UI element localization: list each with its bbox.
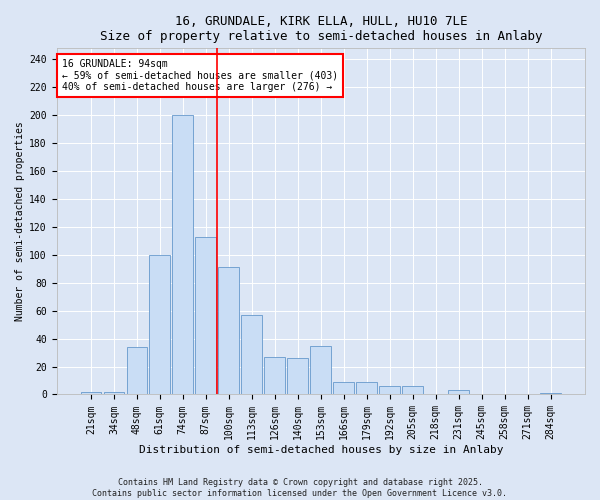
Bar — [218, 268, 239, 394]
Text: Contains HM Land Registry data © Crown copyright and database right 2025.
Contai: Contains HM Land Registry data © Crown c… — [92, 478, 508, 498]
Bar — [196, 237, 216, 394]
Bar — [241, 315, 262, 394]
Bar — [104, 392, 124, 394]
Y-axis label: Number of semi-detached properties: Number of semi-detached properties — [15, 122, 25, 322]
Bar — [149, 255, 170, 394]
Bar — [448, 390, 469, 394]
X-axis label: Distribution of semi-detached houses by size in Anlaby: Distribution of semi-detached houses by … — [139, 445, 503, 455]
Bar — [80, 392, 101, 394]
Bar — [403, 386, 423, 394]
Bar — [334, 382, 354, 394]
Bar — [356, 382, 377, 394]
Bar — [287, 358, 308, 395]
Text: 16 GRUNDALE: 94sqm
← 59% of semi-detached houses are smaller (403)
40% of semi-d: 16 GRUNDALE: 94sqm ← 59% of semi-detache… — [62, 58, 338, 92]
Bar — [127, 347, 147, 395]
Bar — [379, 386, 400, 394]
Bar — [540, 393, 561, 394]
Bar — [172, 116, 193, 394]
Bar — [265, 357, 285, 395]
Title: 16, GRUNDALE, KIRK ELLA, HULL, HU10 7LE
Size of property relative to semi-detach: 16, GRUNDALE, KIRK ELLA, HULL, HU10 7LE … — [100, 15, 542, 43]
Bar — [310, 346, 331, 395]
